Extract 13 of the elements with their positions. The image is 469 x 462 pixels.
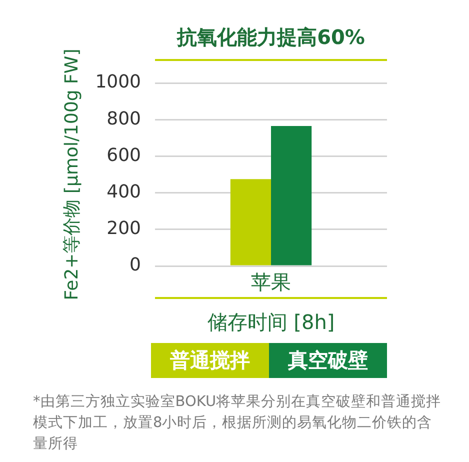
chart-title: 抗氧化能力提高60% xyxy=(176,24,366,50)
y-axis-title: Fe2+等价物 [μmol/100g FW] xyxy=(61,48,82,300)
text: 普通搅拌 xyxy=(151,343,269,378)
y-tick-label: 0 xyxy=(130,254,141,276)
y-tick-label: 800 xyxy=(106,108,141,130)
x-axis-title: 储存时间 [8h] xyxy=(206,309,336,335)
y-tick-label: 400 xyxy=(106,181,141,202)
x-tick-label: 苹果 xyxy=(251,270,291,294)
text: *由第三方独立实验室BOKU将苹果分别在真空破壁和普通搅拌模式下加工，放置8小时后，根据所测的易氧化物二价铁的含量所得 xyxy=(33,392,442,454)
y-tick-label: 1000 xyxy=(95,72,141,93)
y-tick-label: 600 xyxy=(106,144,141,166)
y-tick-label: 200 xyxy=(106,218,141,240)
text: 真空破壁 xyxy=(269,343,387,378)
